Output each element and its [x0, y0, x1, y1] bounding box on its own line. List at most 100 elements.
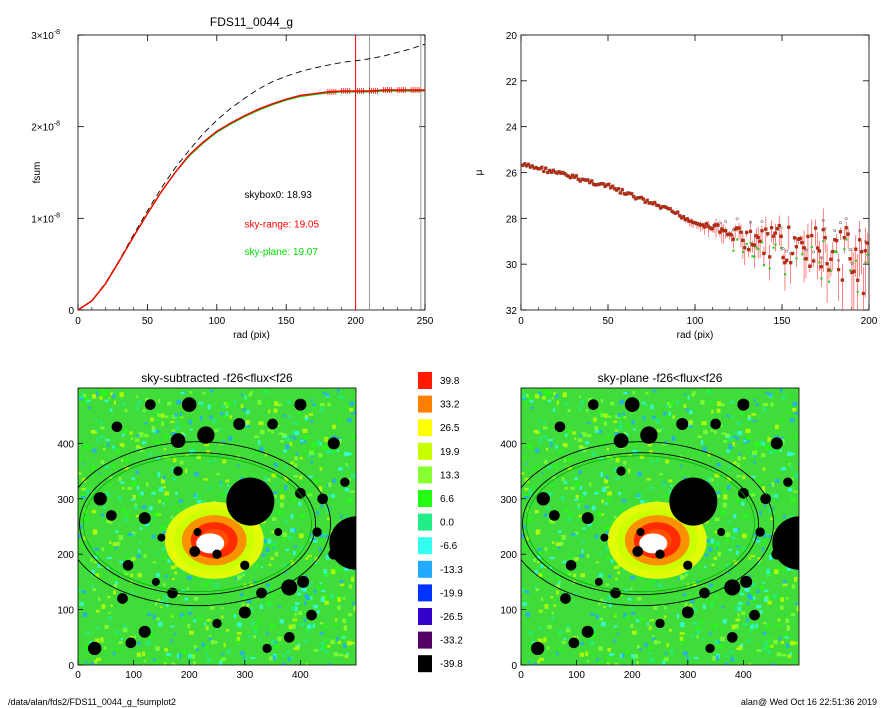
data-point: [751, 255, 754, 258]
noise-pixel: [713, 556, 717, 561]
noise-pixel: [615, 507, 619, 511]
noise-pixel: [770, 494, 775, 498]
noise-pixel: [180, 391, 185, 394]
mask-circle: [640, 426, 658, 444]
data-point: [620, 188, 624, 192]
noise-pixel: [650, 460, 655, 463]
noise-pixel: [337, 438, 342, 444]
noise-pixel: [776, 448, 779, 454]
y-tick-label: 300: [57, 495, 74, 506]
noise-pixel: [323, 568, 327, 573]
noise-pixel: [267, 601, 271, 606]
noise-pixel: [285, 444, 290, 450]
noise-pixel: [285, 436, 291, 442]
noise-pixel: [325, 449, 331, 454]
data-point: [702, 225, 707, 229]
data-point: [849, 269, 852, 272]
noise-pixel: [534, 584, 537, 590]
noise-pixel: [725, 537, 729, 542]
noise-pixel: [727, 571, 731, 574]
data-point: [845, 238, 848, 241]
noise-pixel: [542, 435, 548, 439]
noise-pixel: [655, 418, 660, 424]
noise-pixel: [704, 553, 709, 557]
noise-pixel: [90, 558, 93, 562]
noise-pixel: [300, 546, 304, 551]
noise-pixel: [95, 550, 99, 556]
noise-pixel: [669, 484, 673, 487]
noise-pixel: [321, 641, 325, 646]
noise-pixel: [140, 491, 144, 496]
noise-pixel: [138, 539, 141, 544]
noise-pixel: [667, 489, 673, 493]
noise-pixel: [580, 573, 585, 578]
noise-pixel: [668, 411, 671, 416]
noise-pixel: [155, 573, 160, 578]
mask-circle: [111, 421, 123, 433]
noise-pixel: [255, 626, 258, 631]
noise-pixel: [762, 407, 767, 413]
noise-pixel: [578, 470, 582, 475]
noise-pixel: [307, 555, 312, 558]
noise-pixel: [305, 628, 308, 632]
noise-pixel: [783, 568, 786, 572]
noise-pixel: [309, 596, 313, 600]
noise-pixel: [702, 446, 707, 452]
noise-pixel: [225, 628, 229, 632]
data-point: [839, 221, 842, 225]
noise-pixel: [527, 516, 533, 522]
noise-pixel: [567, 466, 572, 470]
data-point: [798, 236, 802, 241]
noise-pixel: [751, 593, 754, 598]
noise-pixel: [533, 558, 536, 562]
growth-series: [78, 35, 425, 310]
noise-pixel: [242, 408, 247, 411]
noise-pixel: [99, 396, 103, 400]
noise-pixel: [785, 618, 790, 624]
colorbar: 39.833.226.519.913.36.60.0-6.6-13.3-19.9…: [418, 372, 463, 673]
noise-pixel: [729, 400, 735, 404]
noise-pixel: [538, 436, 542, 441]
noise-pixel: [747, 435, 751, 440]
y-tick-label: 100: [57, 606, 74, 617]
noise-pixel: [322, 445, 326, 450]
noise-pixel: [656, 459, 659, 463]
noise-pixel: [132, 494, 136, 499]
noise-pixel: [600, 472, 604, 478]
noise-pixel: [524, 544, 528, 548]
noise-pixel: [100, 637, 104, 643]
noise-pixel: [613, 466, 618, 472]
data-point: [812, 259, 816, 263]
colorbar-label: -19.9: [440, 588, 463, 599]
noise-pixel: [310, 398, 314, 402]
noise-pixel: [686, 583, 690, 587]
noise-pixel: [538, 626, 542, 631]
galaxy-saturated: [639, 533, 668, 554]
noise-pixel: [685, 408, 690, 411]
noise-pixel: [219, 481, 223, 485]
noise-pixel: [188, 654, 192, 658]
noise-pixel: [528, 488, 533, 493]
noise-pixel: [596, 489, 600, 492]
noise-pixel: [174, 632, 177, 636]
noise-pixel: [784, 633, 788, 638]
mask-circle: [676, 418, 689, 431]
noise-pixel: [613, 638, 616, 643]
noise-pixel: [563, 637, 567, 641]
data-point: [774, 243, 777, 246]
noise-pixel: [339, 583, 345, 587]
noise-pixel: [124, 513, 130, 517]
noise-pixel: [98, 596, 101, 602]
data-point: [716, 223, 720, 227]
noise-pixel: [771, 482, 775, 488]
noise-pixel: [618, 424, 623, 430]
noise-pixel: [796, 604, 799, 609]
noise-pixel: [740, 411, 744, 416]
noise-pixel: [293, 463, 298, 468]
noise-pixel: [653, 639, 658, 645]
noise-pixel: [709, 583, 714, 588]
data-point: [701, 223, 705, 227]
noise-pixel: [639, 454, 644, 459]
noise-pixel: [779, 449, 783, 453]
noise-pixel: [311, 538, 316, 541]
